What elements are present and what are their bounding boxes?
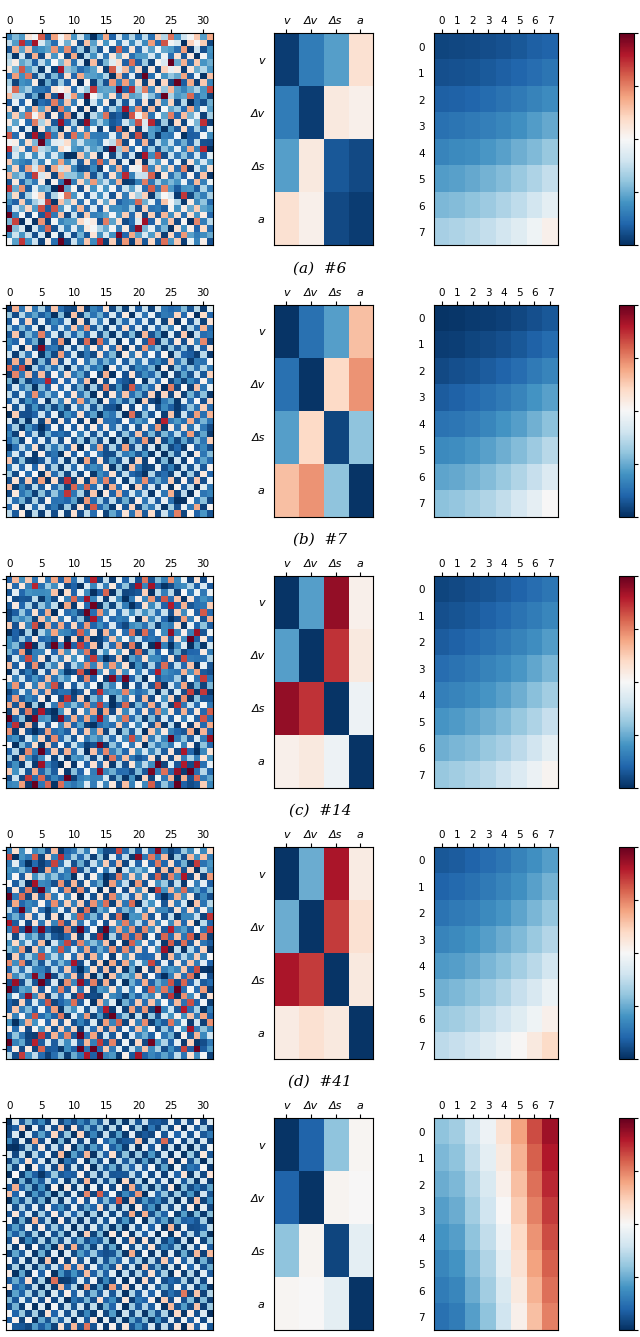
Text: (c)  #14: (c) #14: [289, 804, 351, 818]
Text: (b)  #7: (b) #7: [293, 532, 347, 547]
Text: (d)  #41: (d) #41: [288, 1075, 352, 1090]
Text: (a)  #6: (a) #6: [293, 261, 347, 275]
